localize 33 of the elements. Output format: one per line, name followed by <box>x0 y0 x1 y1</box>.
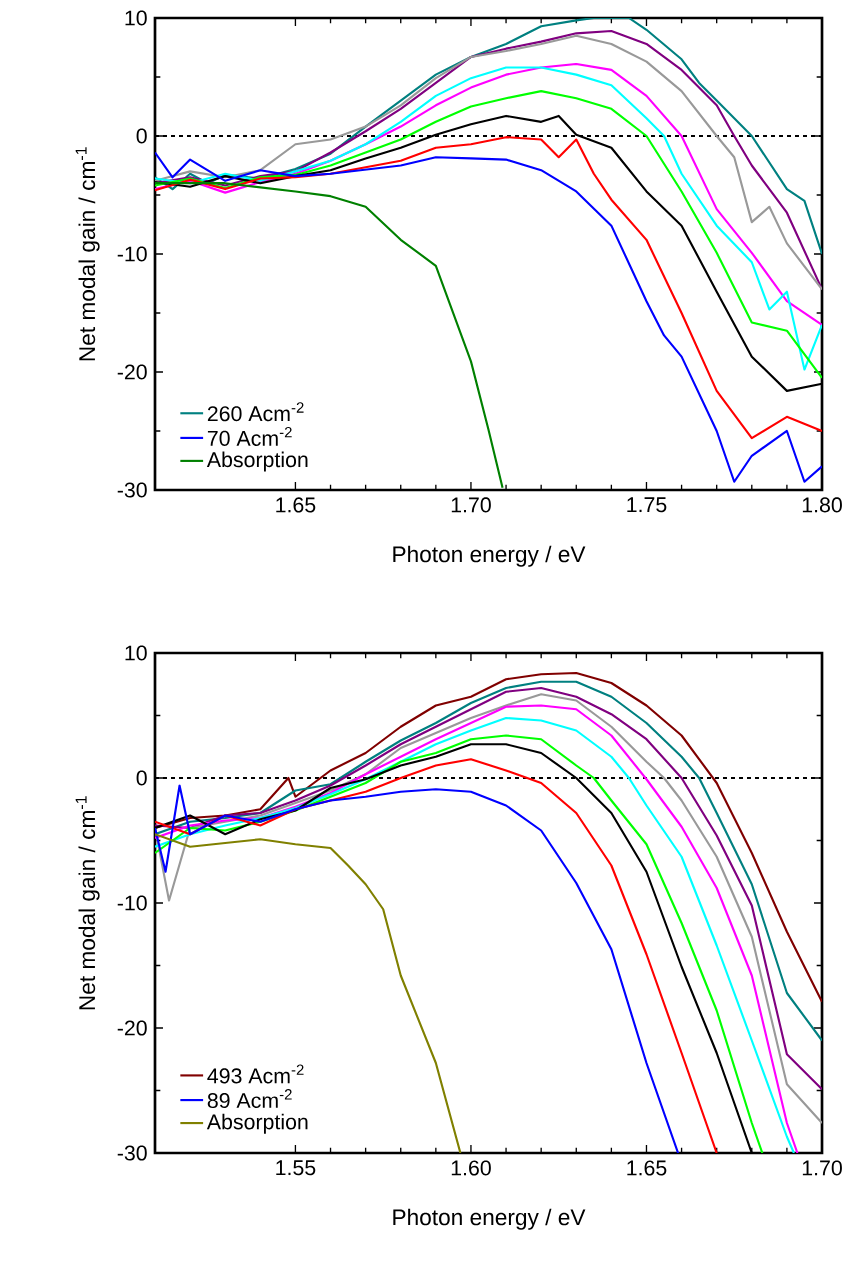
x-tick-label: 1.75 <box>627 497 667 513</box>
y-tick-label: 10 <box>125 645 147 661</box>
legend-label: 493 Acm$^{-2}$ <box>207 1064 304 1084</box>
y-tick-label: 0 <box>136 770 147 786</box>
line-series <box>155 151 823 483</box>
line-series <box>155 833 462 1153</box>
legend-label: 89 Acm$^{-2}$ <box>207 1089 292 1109</box>
y-tick-label: -10 <box>117 246 147 262</box>
y-tick-label: -20 <box>117 364 147 380</box>
y-tick-label: 10 <box>125 10 147 26</box>
line-series <box>155 62 823 326</box>
legend-label: 70 Acm$^{-2}$ <box>207 426 292 446</box>
x-tick-label: 1.70 <box>451 497 491 513</box>
x-axis-title: Photon energy / eV <box>393 545 586 567</box>
x-tick-label: 1.70 <box>802 1160 842 1176</box>
line-series <box>155 17 823 256</box>
x-tick-label: 1.65 <box>276 497 316 513</box>
x-tick-label: 1.65 <box>627 1160 667 1176</box>
y-axis-title: Net modal gain / cm$^{-1}$ <box>75 796 100 1010</box>
legend-label: Absorption <box>206 451 308 472</box>
x-tick-label: 1.60 <box>451 1160 491 1176</box>
y-tick-label: -10 <box>117 895 147 911</box>
x-tick-label: 1.80 <box>802 497 842 513</box>
line-series <box>155 182 504 489</box>
y-tick-label: -20 <box>117 1020 147 1036</box>
y-tick-label: 0 <box>136 128 147 144</box>
legend-label: Absorption <box>206 1113 308 1134</box>
y-axis-title: Net modal gain / cm$^{-1}$ <box>75 147 100 361</box>
x-axis-title: Photon energy / eV <box>393 1208 586 1230</box>
y-tick-label: -30 <box>117 1145 147 1161</box>
y-tick-label: -30 <box>117 482 147 498</box>
x-tick-label: 1.55 <box>276 1160 316 1176</box>
legend-label: 260 Acm$^{-2}$ <box>207 402 304 422</box>
